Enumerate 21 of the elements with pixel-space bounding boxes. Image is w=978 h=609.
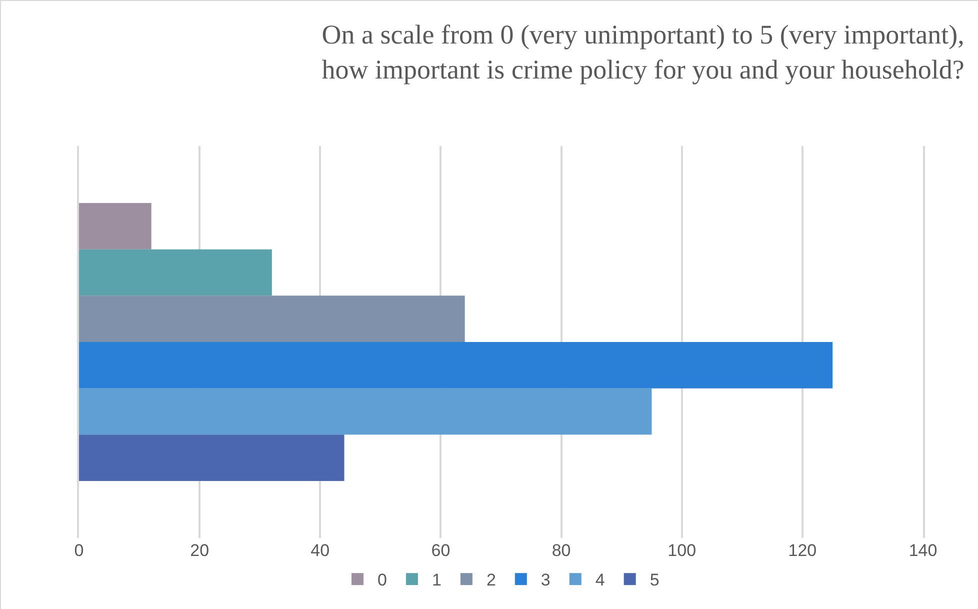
bar <box>79 296 465 342</box>
x-tick-label: 120 <box>788 541 817 560</box>
legend-label: 5 <box>650 570 660 590</box>
bar <box>79 388 652 435</box>
bar <box>79 342 833 388</box>
chart-title: On a scale from 0 (very unimportant) to 5 (very important), how important is crime policy for you and your household? <box>322 20 964 85</box>
x-tick-label: 60 <box>431 541 450 560</box>
legend-label: 2 <box>486 570 496 590</box>
x-tick-label: 100 <box>668 541 696 560</box>
x-tick-label: 0 <box>74 541 84 560</box>
x-tick-label: 140 <box>908 541 938 560</box>
legend-label: 1 <box>432 570 442 590</box>
x-tick-label: 40 <box>310 541 330 560</box>
bar <box>79 203 152 250</box>
x-tick-label: 20 <box>190 541 210 560</box>
bar <box>79 249 272 296</box>
x-tick-label: 80 <box>552 541 571 560</box>
legend-label: 4 <box>595 570 605 590</box>
bar <box>79 434 344 481</box>
legend-label: 0 <box>378 570 387 590</box>
legend-label: 3 <box>540 570 550 590</box>
